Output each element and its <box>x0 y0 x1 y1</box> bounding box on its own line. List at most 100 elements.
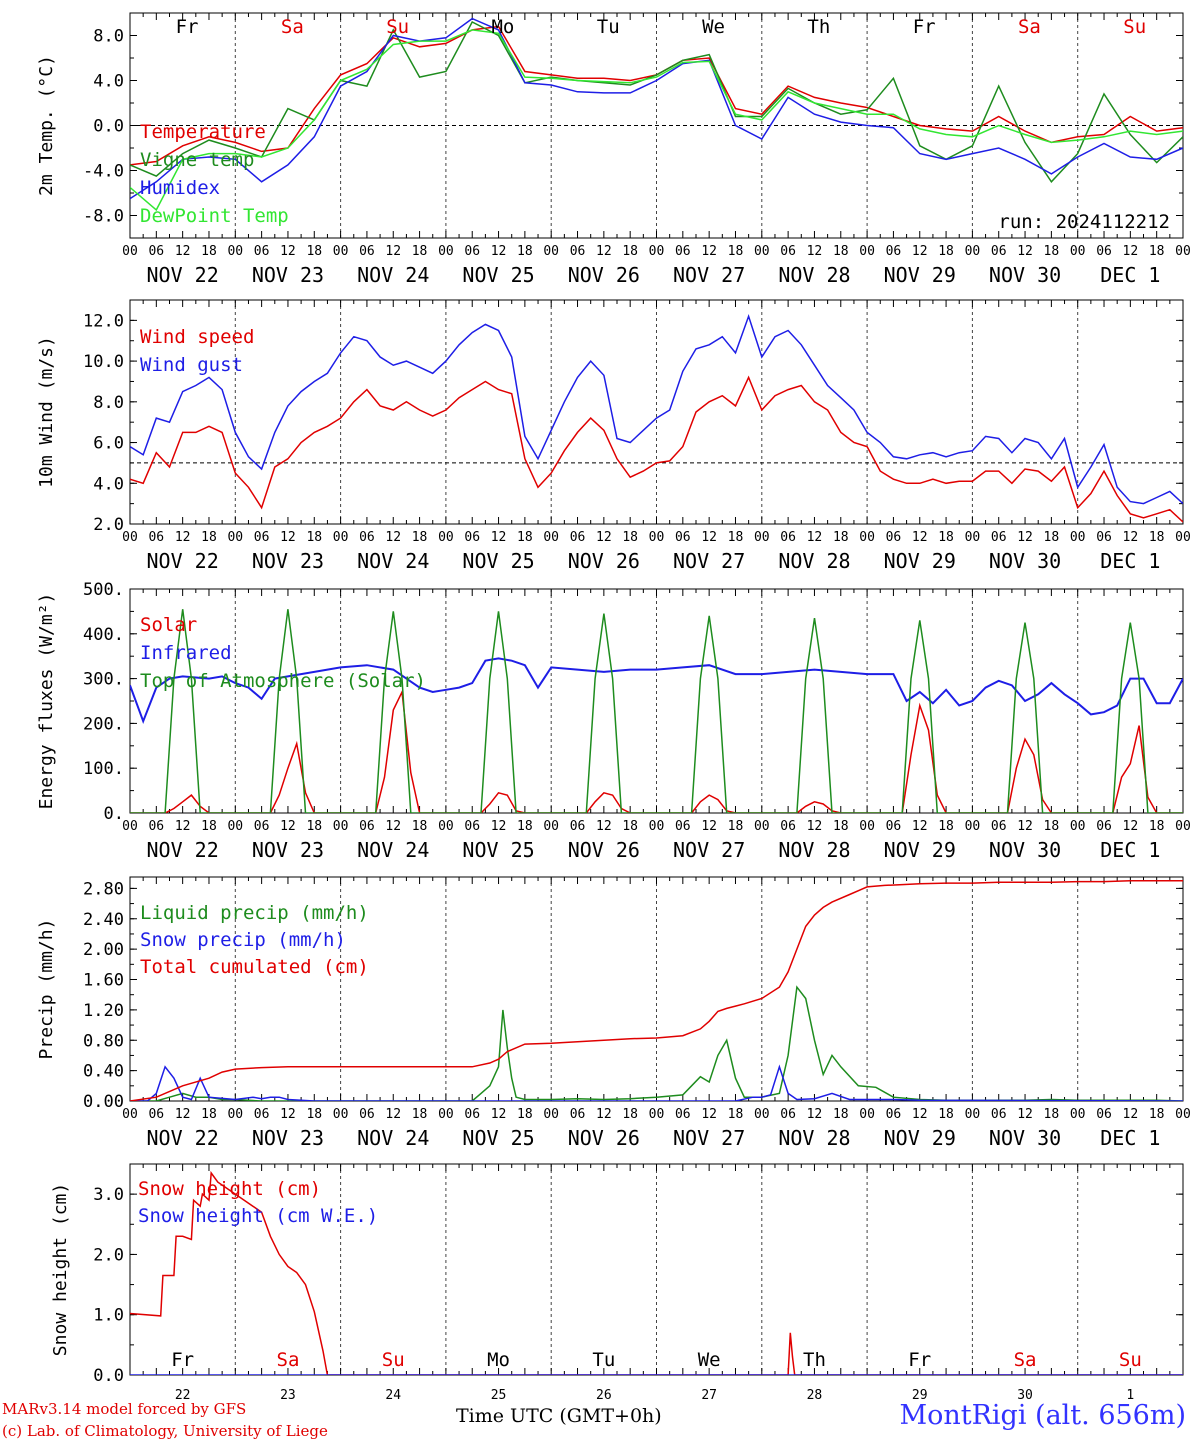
hour-tick-label: 12 <box>1017 1107 1033 1122</box>
legend-entry: Top of Atmosphere (Solar) <box>140 670 426 692</box>
day-label: NOV 27 <box>673 838 745 862</box>
hour-tick-label: 18 <box>938 1107 954 1122</box>
hour-tick-label: 00 <box>649 819 665 834</box>
y-tick-label: 2.40 <box>83 910 124 930</box>
hour-tick-label: 18 <box>306 530 322 545</box>
y-axis-label: Snow height (cm) <box>50 1183 71 1356</box>
legend-entry: Wind gust <box>140 354 243 376</box>
weekday-label: Sa <box>281 16 304 38</box>
weekday-label-bottom: Su <box>382 1349 405 1371</box>
hour-tick-label: 12 <box>807 819 823 834</box>
y-tick-label: 0.0 <box>93 117 124 137</box>
hour-tick-label: 00 <box>754 244 770 259</box>
day-label: NOV 27 <box>673 549 745 573</box>
hour-tick-label: 18 <box>938 530 954 545</box>
hour-tick-label: 06 <box>570 1107 586 1122</box>
hour-tick-label: 18 <box>517 530 533 545</box>
hour-tick-label: 18 <box>517 244 533 259</box>
panel-5 <box>129 1163 1184 1376</box>
hour-tick-label: 12 <box>1017 244 1033 259</box>
day-label: NOV 24 <box>357 263 429 287</box>
hour-tick-label: 06 <box>675 244 691 259</box>
weekday-label-bottom: Sa <box>1014 1349 1037 1371</box>
hour-tick-label: 06 <box>1096 1107 1112 1122</box>
hour-tick-label: 06 <box>570 244 586 259</box>
series-line-snow-precip-mm-h- <box>130 1064 1183 1101</box>
day-label: NOV 26 <box>568 263 640 287</box>
y-tick-label: 100. <box>83 759 124 779</box>
hour-tick-label: 12 <box>175 1107 191 1122</box>
y-tick-label: 500. <box>83 580 124 600</box>
hour-tick-label: 00 <box>1070 819 1086 834</box>
panel-frame <box>129 299 1184 525</box>
day-label: NOV 22 <box>147 1126 219 1150</box>
hour-tick-label: 12 <box>701 1107 717 1122</box>
legend-entry: Wind speed <box>140 326 254 348</box>
y-tick-label: 8.0 <box>93 27 124 47</box>
hour-tick-label: 06 <box>254 530 270 545</box>
day-label: NOV 25 <box>462 263 534 287</box>
hour-tick-label: 00 <box>754 530 770 545</box>
hour-tick-label: 00 <box>859 530 875 545</box>
series-line-top-of-atmosphere-solar- <box>130 609 1183 813</box>
hour-tick-label: 06 <box>991 819 1007 834</box>
day-label: NOV 24 <box>357 838 429 862</box>
weekday-label: Th <box>807 16 830 38</box>
day-label: NOV 26 <box>568 549 640 573</box>
hour-tick-label: 18 <box>517 819 533 834</box>
hour-tick-label: 12 <box>1123 530 1139 545</box>
hour-tick-label: 18 <box>728 819 744 834</box>
y-tick-label: 4.0 <box>93 474 124 494</box>
hour-tick-label: 18 <box>833 819 849 834</box>
y-axis-label: 10m Wind (m/s) <box>36 336 57 488</box>
day-number-label: 29 <box>912 1388 928 1403</box>
weekday-label: Su <box>1123 16 1146 38</box>
hour-tick-label: 18 <box>1044 819 1060 834</box>
y-tick-label: 0. <box>104 804 124 824</box>
series-line-snow-height-cm- <box>130 1170 1183 1375</box>
hour-tick-label: 06 <box>254 819 270 834</box>
hour-tick-label: 12 <box>385 530 401 545</box>
hour-tick-label: 18 <box>1149 819 1165 834</box>
y-tick-label: 10.0 <box>83 352 124 372</box>
hour-tick-label: 00 <box>543 244 559 259</box>
day-number-label: 28 <box>807 1388 823 1403</box>
hour-tick-label: 00 <box>122 819 138 834</box>
hour-tick-label: 18 <box>938 244 954 259</box>
day-label: NOV 30 <box>989 838 1061 862</box>
weekday-label: Mo <box>491 16 514 38</box>
series-line-dewpoint-temp <box>130 29 1183 212</box>
day-label: NOV 26 <box>568 838 640 862</box>
y-axis-label: 2m Temp. (°C) <box>36 55 57 196</box>
day-label: NOV 24 <box>357 549 429 573</box>
hour-tick-label: 06 <box>780 1107 796 1122</box>
hour-tick-label: 18 <box>1044 530 1060 545</box>
hour-tick-label: 00 <box>227 1107 243 1122</box>
hour-tick-label: 00 <box>543 530 559 545</box>
hour-tick-label: 12 <box>175 244 191 259</box>
series-line-vigne-temp <box>130 20 1183 184</box>
hour-tick-label: 18 <box>622 819 638 834</box>
day-label: NOV 29 <box>884 263 956 287</box>
day-label: NOV 22 <box>147 838 219 862</box>
day-number-label: 30 <box>1017 1388 1033 1403</box>
hour-tick-label: 18 <box>517 1107 533 1122</box>
hour-tick-label: 00 <box>649 1107 665 1122</box>
day-number-label: 22 <box>175 1388 191 1403</box>
day-label: NOV 30 <box>989 1126 1061 1150</box>
y-tick-label: 2.80 <box>83 879 124 899</box>
panel-1 <box>129 12 1184 239</box>
day-number-label: 24 <box>385 1388 401 1403</box>
day-label: NOV 28 <box>778 263 850 287</box>
hour-tick-label: 06 <box>991 244 1007 259</box>
hour-tick-label: 12 <box>912 244 928 259</box>
hour-tick-label: 12 <box>175 530 191 545</box>
y-tick-label: 200. <box>83 714 124 734</box>
weekday-label: Fr <box>176 16 199 38</box>
hour-tick-label: 12 <box>807 530 823 545</box>
hour-tick-label: 12 <box>491 530 507 545</box>
y-tick-label: 2.0 <box>93 515 124 535</box>
day-label: NOV 22 <box>147 549 219 573</box>
y-tick-label: 2.0 <box>93 1245 124 1265</box>
